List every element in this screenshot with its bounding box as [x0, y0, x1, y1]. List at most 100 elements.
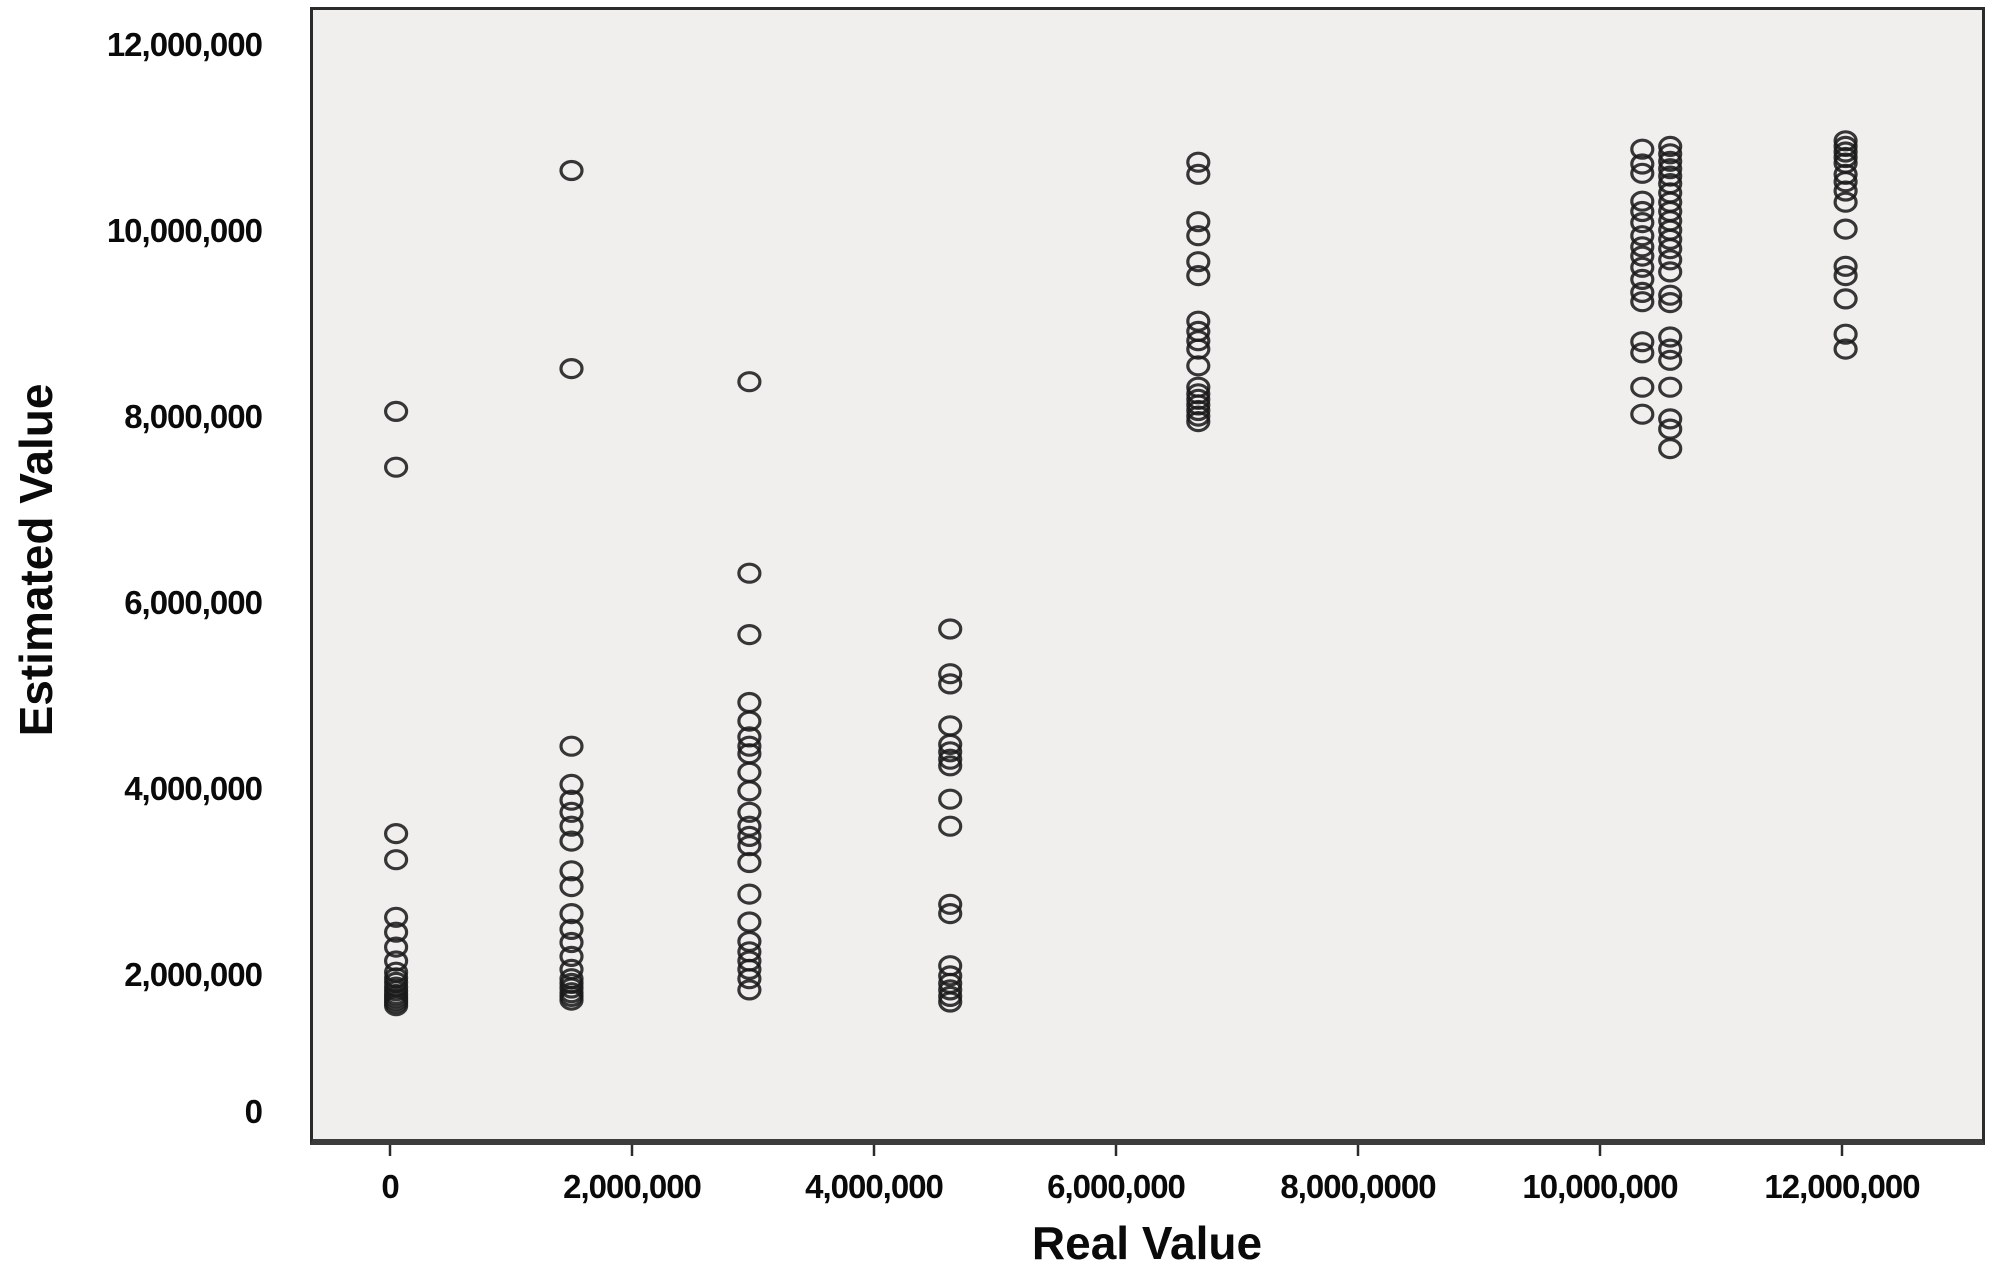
data-point	[938, 788, 963, 810]
data-point	[1833, 288, 1858, 310]
data-point	[1658, 408, 1683, 430]
data-point	[1833, 141, 1858, 163]
data-point	[1833, 180, 1858, 202]
data-point	[1658, 438, 1683, 460]
data-point	[938, 902, 963, 925]
data-point	[737, 623, 762, 646]
data-point	[1630, 138, 1655, 160]
data-point	[559, 801, 584, 823]
data-point	[1186, 399, 1211, 422]
data-point	[1658, 143, 1683, 165]
data-point	[938, 965, 963, 987]
data-point	[559, 989, 584, 1011]
data-point	[938, 663, 963, 685]
data-point	[1630, 190, 1655, 212]
x-tick-label: 10,000,000	[1522, 1168, 1678, 1205]
data-point	[1658, 249, 1683, 271]
data-point	[559, 830, 584, 852]
data-point	[559, 773, 584, 796]
data-point	[559, 931, 584, 954]
x-tick-label: 8,000,0000	[1280, 1168, 1436, 1205]
data-point	[1658, 228, 1683, 250]
x-axis-title: Real Value	[1031, 1217, 1263, 1269]
data-point	[1833, 218, 1858, 240]
data-point	[737, 761, 762, 783]
data-point	[1186, 211, 1211, 233]
x-tick-label: 12,000,000	[1764, 1168, 1920, 1205]
data-point	[1186, 411, 1211, 433]
data-point	[1186, 151, 1211, 173]
data-point	[1658, 338, 1683, 360]
data-point	[384, 822, 409, 845]
data-point	[1186, 225, 1211, 247]
data-point	[1833, 171, 1858, 193]
data-point	[1658, 150, 1683, 172]
data-point	[559, 945, 584, 968]
data-point	[1833, 323, 1858, 345]
y-axis-title: Estimated Value	[10, 383, 62, 737]
data-point	[737, 691, 762, 714]
x-tick-label: 2,000,000	[563, 1168, 702, 1205]
data-point	[938, 741, 963, 763]
data-point	[1630, 291, 1655, 313]
data-point	[1658, 261, 1683, 283]
data-point	[737, 883, 762, 905]
data-point	[1630, 162, 1655, 184]
data-point	[737, 958, 762, 981]
data-point	[1630, 281, 1655, 303]
data-point	[1658, 158, 1683, 180]
y-tick-label: 4,000,000	[124, 770, 263, 807]
data-point	[1658, 349, 1683, 371]
data-point	[737, 562, 762, 584]
data-point	[938, 673, 963, 695]
plot-area	[310, 7, 1985, 1145]
data-point	[737, 968, 762, 990]
data-point	[1186, 163, 1211, 185]
data-point	[938, 715, 963, 737]
data-point	[559, 860, 584, 882]
data-point	[1833, 255, 1858, 277]
x-tick-label: 4,000,000	[805, 1168, 944, 1205]
data-point	[737, 371, 762, 393]
data-point	[938, 618, 963, 640]
data-point	[1658, 376, 1683, 398]
data-point	[938, 985, 963, 1008]
data-point	[1658, 238, 1683, 260]
data-point	[384, 936, 409, 958]
data-point	[938, 748, 963, 770]
data-point	[559, 918, 584, 941]
y-tick-label: 12,000,000	[106, 26, 263, 63]
data-point	[384, 906, 409, 928]
data-point	[559, 735, 584, 757]
data-point	[938, 991, 963, 1013]
x-tick-label: 6,000,000	[1047, 1168, 1186, 1205]
data-point	[737, 851, 762, 874]
data-point	[1630, 403, 1655, 425]
data-point	[559, 159, 584, 182]
data-point	[384, 849, 409, 871]
data-point	[384, 921, 409, 943]
data-point	[384, 400, 409, 422]
y-tick-label: 6,000,000	[124, 584, 263, 621]
data-point	[1658, 326, 1683, 348]
data-point	[737, 911, 762, 933]
data-point	[1833, 338, 1858, 360]
data-point	[1658, 135, 1683, 157]
y-tick-label: 2,000,000	[124, 956, 263, 993]
data-point	[1658, 292, 1683, 314]
data-point	[1186, 355, 1211, 377]
data-point	[1630, 153, 1655, 175]
data-point	[1630, 212, 1655, 234]
data-point	[938, 893, 963, 915]
data-point	[1833, 191, 1858, 213]
data-point	[559, 789, 584, 811]
data-point	[737, 979, 762, 1001]
data-point	[1630, 225, 1655, 247]
data-point	[938, 733, 963, 756]
data-point	[559, 875, 584, 898]
data-point	[1658, 284, 1683, 306]
data-point	[1186, 330, 1211, 352]
data-point	[1630, 200, 1655, 223]
